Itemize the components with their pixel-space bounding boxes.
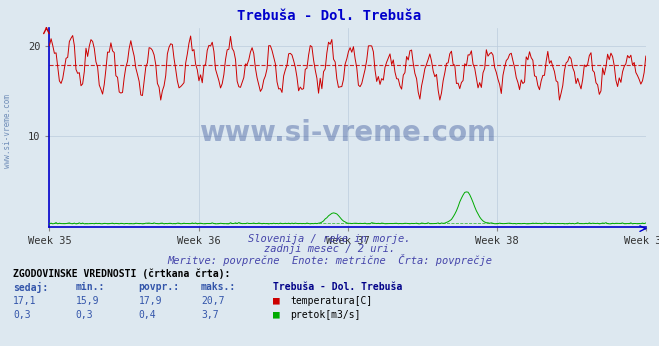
Text: ■: ■ bbox=[273, 296, 280, 306]
Text: Slovenija / reke in morje.: Slovenija / reke in morje. bbox=[248, 234, 411, 244]
Text: 20,7: 20,7 bbox=[201, 296, 225, 306]
Text: temperatura[C]: temperatura[C] bbox=[290, 296, 372, 306]
Text: ZGODOVINSKE VREDNOSTI (črtkana črta):: ZGODOVINSKE VREDNOSTI (črtkana črta): bbox=[13, 268, 231, 279]
Text: sedaj:: sedaj: bbox=[13, 282, 48, 293]
Text: Meritve: povprečne  Enote: metrične  Črta: povprečje: Meritve: povprečne Enote: metrične Črta:… bbox=[167, 254, 492, 266]
Text: zadnji mesec / 2 uri.: zadnji mesec / 2 uri. bbox=[264, 244, 395, 254]
Text: Trebuša - Dol. Trebuša: Trebuša - Dol. Trebuša bbox=[237, 9, 422, 22]
Text: www.si-vreme.com: www.si-vreme.com bbox=[199, 119, 496, 147]
Text: 15,9: 15,9 bbox=[76, 296, 100, 306]
Text: povpr.:: povpr.: bbox=[138, 282, 179, 292]
Text: pretok[m3/s]: pretok[m3/s] bbox=[290, 310, 360, 320]
Text: Trebuša - Dol. Trebuša: Trebuša - Dol. Trebuša bbox=[273, 282, 403, 292]
Text: 0,4: 0,4 bbox=[138, 310, 156, 320]
Text: min.:: min.: bbox=[76, 282, 105, 292]
Text: ■: ■ bbox=[273, 310, 280, 320]
Text: 3,7: 3,7 bbox=[201, 310, 219, 320]
Text: www.si-vreme.com: www.si-vreme.com bbox=[3, 94, 13, 169]
Text: 0,3: 0,3 bbox=[13, 310, 31, 320]
Text: 0,3: 0,3 bbox=[76, 310, 94, 320]
Text: maks.:: maks.: bbox=[201, 282, 236, 292]
Text: 17,1: 17,1 bbox=[13, 296, 37, 306]
Text: 17,9: 17,9 bbox=[138, 296, 162, 306]
